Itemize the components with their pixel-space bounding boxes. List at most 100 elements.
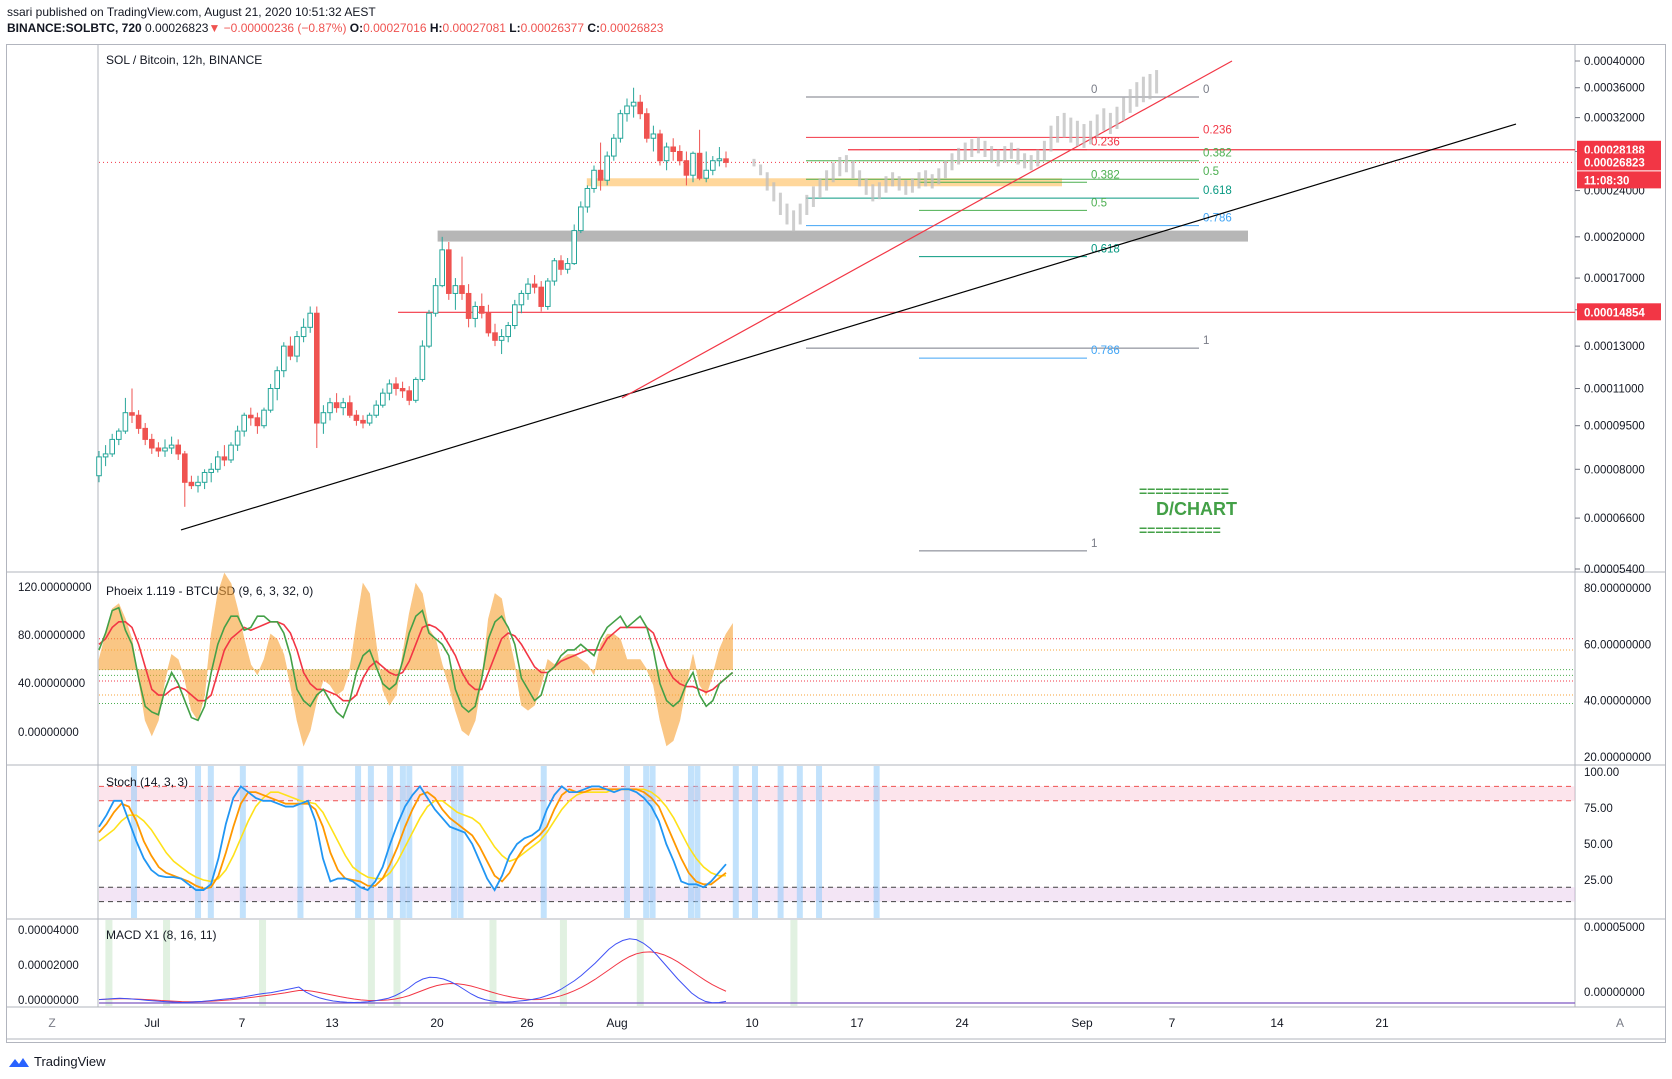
candle-body	[426, 312, 432, 347]
projection-bar	[752, 158, 756, 167]
candle-body	[525, 283, 531, 294]
projection-bar	[917, 172, 921, 189]
projection-bar	[871, 184, 875, 202]
candle-body	[432, 285, 439, 314]
projection-bar	[1049, 125, 1053, 152]
candle-body	[360, 419, 366, 424]
candle-body	[413, 378, 419, 401]
candle-body	[393, 383, 399, 390]
projection-bar	[937, 168, 941, 185]
candle-body	[657, 133, 663, 162]
projection-bar	[864, 178, 868, 195]
candle-body	[201, 471, 208, 483]
candle-body	[267, 388, 274, 411]
candle-body	[578, 206, 584, 232]
candle-body	[241, 414, 247, 432]
projection-bar	[924, 170, 928, 187]
macd-highlight-column	[489, 920, 497, 1006]
candle-body	[353, 414, 360, 421]
projection-bar	[1042, 140, 1046, 161]
candle-body	[294, 336, 300, 357]
projection-bar	[831, 162, 835, 183]
candle-body	[175, 444, 181, 455]
projection-bar	[772, 182, 776, 202]
projection-bar	[844, 155, 848, 173]
candle-body	[571, 230, 578, 265]
support-zone	[437, 230, 1249, 242]
candle-body	[129, 412, 135, 416]
fib-level-label: 0.618	[1203, 185, 1232, 197]
stoch-highlight-column	[873, 766, 880, 918]
projection-bar	[1155, 70, 1159, 94]
candle-body	[109, 438, 116, 455]
candle-body	[703, 169, 710, 179]
macd-left-tick: 0.00000000	[18, 995, 79, 1007]
price-tick-label: 0.00020000	[1584, 232, 1645, 244]
projection-bar	[1056, 116, 1060, 143]
fib-level-label: 0.5	[1203, 166, 1219, 178]
phoeix-histogram	[98, 572, 733, 747]
fib-level-label: 0.382	[1203, 148, 1232, 160]
candle-body	[333, 402, 340, 409]
candle-body	[617, 113, 624, 139]
projection-bar	[1135, 82, 1139, 107]
candle-body	[551, 260, 558, 282]
projection-bar	[884, 176, 888, 193]
candle-body	[188, 481, 195, 487]
projection-bar	[1141, 76, 1145, 103]
candle-body	[340, 402, 346, 409]
candle-body	[116, 430, 122, 440]
stoch-highlight-column	[623, 766, 630, 918]
timezone-button[interactable]: Z	[48, 1016, 55, 1030]
tradingview-footer: TradingView	[8, 1054, 106, 1070]
projection-bar	[1102, 108, 1106, 131]
candle-body	[142, 427, 148, 440]
projection-bar	[904, 180, 908, 195]
open-value: 0.00027016	[363, 21, 427, 35]
tradingview-brand: TradingView	[34, 1054, 106, 1069]
projection-bar	[1029, 155, 1033, 171]
stoch-highlight-column	[816, 766, 823, 918]
candle-body	[406, 390, 412, 401]
price-tick-label: 0.00024000	[1584, 186, 1645, 198]
projection-bar	[891, 172, 895, 187]
price-tick-label: 0.00040000	[1584, 56, 1645, 68]
macd-left-tick: 0.00002000	[18, 960, 79, 972]
candle-body	[234, 430, 241, 446]
candle-body	[168, 444, 175, 449]
projection-bar	[811, 186, 815, 207]
candle-body	[498, 336, 505, 341]
annotation-text: D/CHART	[1156, 499, 1237, 519]
fib-level-label: 0	[1203, 84, 1209, 96]
projection-bar	[1122, 97, 1126, 121]
time-tick-label: 7	[1169, 1016, 1176, 1030]
auto-scale-button[interactable]: A	[1616, 1016, 1624, 1030]
projection-bar	[792, 210, 796, 232]
projection-bar	[1009, 142, 1013, 159]
projection-bar	[778, 192, 782, 215]
candle-body	[380, 392, 386, 406]
projection-bar	[930, 174, 934, 189]
projection-bar	[1062, 112, 1066, 138]
stoch-highlight-column	[207, 766, 214, 918]
candle-body	[723, 158, 729, 163]
candle-body	[208, 468, 214, 473]
candle-body	[611, 137, 617, 157]
projection-bar	[897, 176, 901, 191]
candle-body	[162, 447, 168, 452]
candle-body	[604, 155, 611, 181]
phoeix-left-tick: 120.00000000	[18, 582, 92, 594]
stoch-title: Stoch (14, 3, 3)	[106, 775, 188, 789]
candle-body	[274, 370, 280, 390]
fib2-level-label: 0	[1091, 84, 1097, 96]
annotation-bottom: ==========	[1139, 522, 1221, 538]
projection-bar	[996, 149, 1000, 167]
candle-body	[215, 456, 221, 470]
projection-bar	[785, 203, 789, 225]
time-tick-label: 10	[745, 1016, 759, 1030]
low-label: L:	[509, 21, 521, 35]
chart-header: ssari published on TradingView.com, Augu…	[7, 4, 663, 36]
phoeix-left-tick: 80.00000000	[18, 630, 85, 642]
candle-body	[287, 345, 294, 357]
